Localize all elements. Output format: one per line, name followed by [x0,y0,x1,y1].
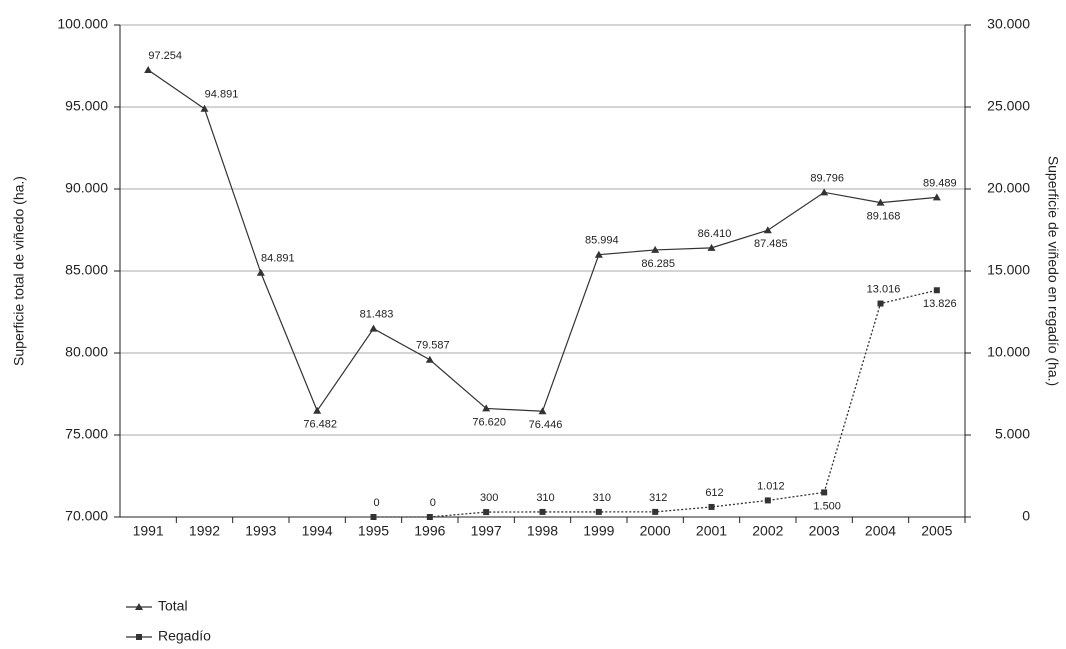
marker [200,104,209,112]
x-tick-label: 2005 [921,523,952,539]
y-tick-label: 100.000 [57,16,108,32]
y2-tick-label: 0 [1022,508,1030,524]
y2-tick-label: 15.000 [987,262,1030,278]
data-label: 86.285 [641,258,675,270]
x-tick-label: 1997 [471,523,502,539]
marker [820,188,829,196]
x-tick-label: 1996 [414,523,445,539]
data-label: 76.482 [303,419,337,431]
data-label: 89.168 [867,211,901,223]
y2-tick-label: 25.000 [987,98,1030,114]
marker [877,300,884,307]
series-line [373,289,937,518]
y-tick-label: 80.000 [65,344,108,360]
marker [763,226,772,234]
x-tick-label: 2000 [640,523,671,539]
data-label: 1.500 [813,500,841,512]
data-label: 86.410 [698,228,732,240]
data-label: 13.826 [923,298,957,310]
y-tick-label: 90.000 [65,180,108,196]
data-label: 13.016 [867,283,901,295]
legend-label: Regadío [158,628,211,644]
y2-tick-label: 10.000 [987,344,1030,360]
marker [483,509,490,516]
marker [652,508,659,515]
data-label: 89.796 [810,172,844,184]
marker [135,603,143,610]
data-label: 76.446 [529,419,563,431]
marker [821,489,828,496]
x-tick-label: 1991 [133,523,164,539]
data-label: 0 [430,497,436,509]
marker [370,514,377,520]
data-label: 94.891 [205,89,239,101]
marker [144,66,153,74]
y-tick-label: 75.000 [65,426,108,442]
data-label: 300 [480,492,498,504]
y2-tick-label: 30.000 [987,16,1030,32]
legend-label: Total [158,598,188,614]
marker [876,198,885,206]
data-label: 612 [705,487,723,499]
marker [313,406,322,414]
x-tick-label: 2004 [865,523,896,539]
x-tick-label: 1998 [527,523,558,539]
series-line [147,69,937,412]
data-label: 87.485 [754,238,788,250]
data-label: 79.587 [416,340,450,352]
marker [482,404,491,412]
x-tick-label: 1999 [583,523,614,539]
marker [764,497,771,504]
data-label: 89.489 [923,177,957,189]
marker [136,634,142,640]
x-tick-label: 2002 [752,523,783,539]
marker [707,243,716,251]
marker [594,250,603,258]
x-tick-label: 2003 [809,523,840,539]
data-label: 97.254 [148,50,182,62]
marker [426,514,433,520]
x-tick-label: 1992 [189,523,220,539]
y2-tick-label: 20.000 [987,180,1030,196]
data-label: 0 [373,497,379,509]
marker [425,355,434,363]
y-axis-title: Superficie total de viñedo (ha.) [11,176,27,366]
marker [369,324,378,332]
x-tick-label: 1994 [302,523,333,539]
marker [256,268,265,276]
marker [708,503,715,510]
y2-axis-title: Superficie de viñedo en regadío (ha.) [1045,156,1061,386]
data-label: 310 [593,492,611,504]
marker [539,508,546,515]
x-tick-label: 1995 [358,523,389,539]
data-label: 312 [649,492,667,504]
data-label: 81.483 [360,309,394,321]
data-label: 85.994 [585,235,619,247]
y2-tick-label: 5.000 [995,426,1030,442]
y-tick-label: 95.000 [65,98,108,114]
data-label: 310 [536,492,554,504]
data-label: 84.891 [261,253,295,265]
y-tick-label: 70.000 [65,508,108,524]
marker [538,407,547,415]
data-label: 76.620 [472,416,506,428]
x-tick-label: 1993 [245,523,276,539]
marker [595,508,602,515]
y-tick-label: 85.000 [65,262,108,278]
marker [933,287,940,294]
x-tick-label: 2001 [696,523,727,539]
marker [651,245,660,253]
data-label: 1.012 [757,480,785,492]
marker [932,193,941,201]
